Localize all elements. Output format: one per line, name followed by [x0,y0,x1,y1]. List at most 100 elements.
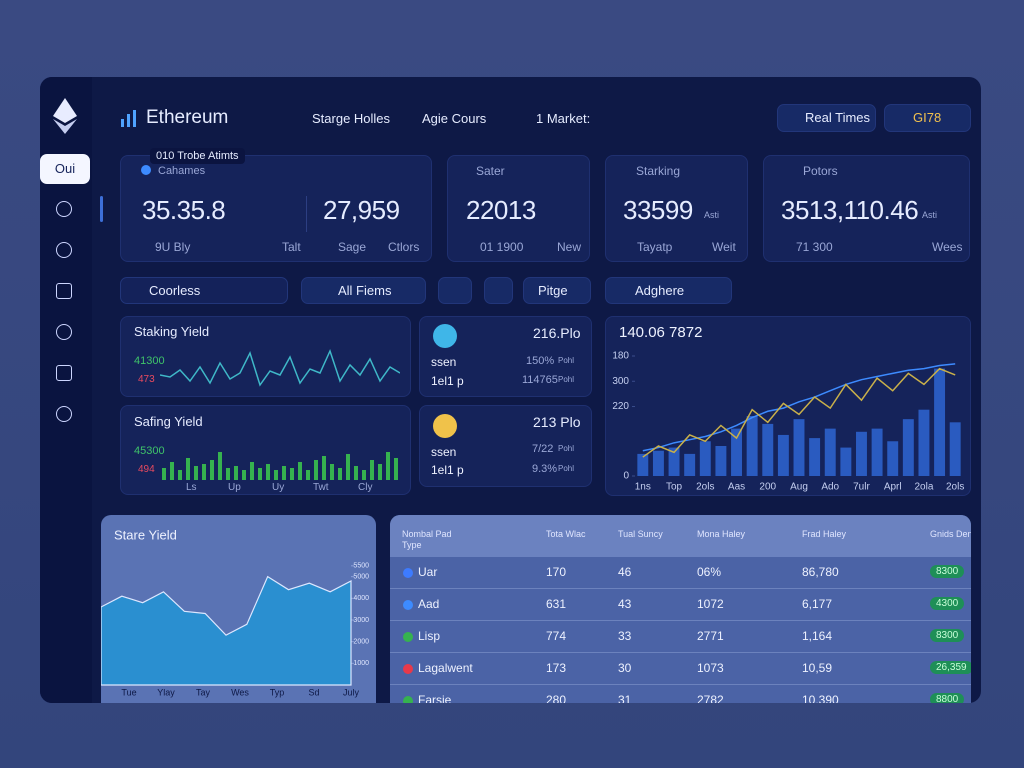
table-cell: 43 [618,597,632,611]
asset-row: 9.3% [532,463,558,475]
table-cell: 1073 [697,661,724,675]
filter-button[interactable]: Adghere [605,277,732,304]
bar [762,423,774,476]
axis-label: Twt [313,482,329,493]
card-foot: Talt [282,240,301,254]
axis-label: Up [228,482,241,493]
account-button[interactable]: GI78 [884,104,971,132]
yield-panel [120,316,411,397]
card-unit: Asti [704,210,720,220]
line [642,363,956,452]
x-tick-label: Sd [308,687,319,697]
card-value: 27,959 [323,195,400,225]
axis-label: Ls [186,482,197,493]
play-button[interactable] [484,277,513,304]
x-tick-label: 2ols [696,482,714,493]
sidebar-icon[interactable] [56,365,72,381]
nav-link[interactable]: Starge Holles [312,111,391,126]
filter-button[interactable]: Pitge [523,277,591,304]
x-tick-label: July [343,687,360,697]
asset-row: Pohl [558,356,575,365]
table-cell: 280 [546,693,567,703]
row-divider [390,588,971,589]
bar [824,428,836,476]
table-cell: 173 [546,661,567,675]
asset-row: Pohl [558,444,575,453]
real-times-button[interactable]: Real Times [777,104,876,132]
y-tick-label: 5000 [353,574,369,581]
bar [949,422,961,476]
table-header [390,515,971,557]
y-tick-label: 5500 [353,563,369,570]
table-cell: Lagalwent [418,661,473,675]
card-foot: Wees [932,240,963,254]
asset-row: ssen [431,445,457,459]
eth-logo [53,98,77,134]
card-value: 35.35.8 [142,195,226,225]
card-value: 33599 [623,195,693,225]
sidebar-active[interactable]: Oui [40,154,90,184]
area-chart: Stare Yield 1000 2000 3000 4000 5000 5500 Tue Y… [101,527,369,697]
x-tick-label: Aug [790,482,808,493]
sidebar-icon[interactable] [56,324,72,340]
table-cell: 6,177 [802,597,833,611]
table-cell: 774 [546,629,567,643]
status-dot [403,632,413,642]
asset-value: 216.Plo [533,325,581,341]
table-cell: 631 [546,597,567,611]
x-tick-label: Aprl [884,482,902,493]
nav-link[interactable]: 1 Market: [536,111,591,126]
sparkline [160,348,400,387]
filter-button[interactable]: All Fiems [301,277,426,304]
card-label: Cahames [158,165,206,177]
stat-card [120,155,432,262]
asset-icon [433,324,457,348]
y-tick-label: 4000 [353,595,369,602]
asset-row: Pohl [558,464,575,473]
bar [856,431,867,476]
sidebar-icon[interactable] [56,201,72,217]
column-header: Frad Haley [802,529,847,539]
table-cell: 10,390 [802,693,839,703]
line [642,367,956,458]
bar [934,368,946,476]
chart-title: 140.06 7872 [619,324,702,341]
bar [731,428,742,476]
sidebar-icon[interactable] [56,242,72,258]
table-cell: 33 [618,629,632,643]
table-cell: 10,59 [802,661,833,675]
stat-card [763,155,970,262]
status-pill: 4300 [930,597,965,610]
card-label: Sater [476,164,505,178]
stat-card [605,155,748,262]
search-field[interactable]: Coorless [120,277,288,304]
bar [887,441,899,476]
axis-label: Uy [272,482,285,493]
divider [306,196,307,232]
asset-row: 7/22 [532,443,554,455]
card-unit: Asti [922,210,938,220]
y-tick-label: 220 [612,401,629,412]
status-pill: 8300 [930,629,965,642]
table-cell: 31 [618,693,632,703]
table: Nombal Pad Type Tota Wlac Tual Suncy Mona H… [390,515,971,703]
sort-button[interactable] [438,277,472,304]
y-tick-label: 1000 [353,660,369,667]
sidebar-icon[interactable] [56,406,72,422]
column-header: Tota Wlac [546,529,586,539]
panel-value: 45300 [134,445,165,457]
status-dot [403,664,413,674]
status-pill: 8800 [930,693,965,703]
card-foot: 71 300 [796,240,833,254]
table-cell: 170 [546,565,567,579]
table-cell: Aad [418,597,440,611]
table-cell: 06% [697,565,722,579]
nav-link[interactable]: Agie Cours [422,111,487,126]
bar [840,447,852,476]
y-tick-label: 300 [612,376,629,387]
table-cell: 46 [618,565,632,579]
sidebar-icon[interactable] [56,283,72,299]
chart-title: Stare Yield [114,527,177,542]
panel-value: 41300 [134,355,165,367]
